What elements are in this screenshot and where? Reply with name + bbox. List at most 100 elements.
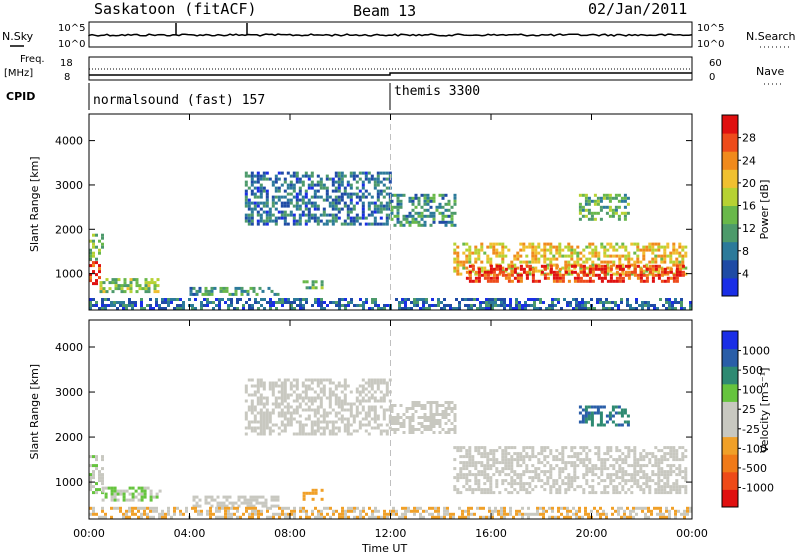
heatmap-cell [590,214,594,218]
heatmap-cell [456,272,460,276]
heatmap-cell [283,387,287,391]
heatmap-cell [247,420,251,424]
heatmap-cell [298,189,302,193]
heatmap-cell [244,384,248,388]
heatmap-cell [244,216,248,220]
heatmap-cell [298,186,302,190]
heatmap-cell [358,177,362,181]
heatmap-cell [343,387,347,391]
heatmap-cell [480,491,484,495]
heatmap-cell [657,245,661,249]
heatmap-cell [250,192,254,196]
heatmap-cell [206,298,209,301]
heatmap-cell [244,183,248,187]
heatmap-cell [423,413,427,416]
heatmap-cell [567,279,571,283]
heatmap-cell [95,301,98,304]
heatmap-cell [218,304,221,307]
heatmap-cell [222,501,226,505]
heatmap-cell [600,458,604,462]
heatmap-cell [149,298,152,301]
heatmap-cell [376,171,380,175]
heatmap-cell [274,186,278,190]
heatmap-cell [144,287,148,291]
heatmap-cell [122,489,126,493]
heatmap-cell [246,289,250,293]
heatmap-cell [293,512,296,516]
heatmap-cell [401,307,404,310]
heatmap-cell [244,219,248,223]
heatmap-cell [678,245,682,249]
heatmap-cell [224,301,227,304]
heatmap-cell [338,298,341,301]
heatmap-cell [396,202,400,206]
heatmap-cell [247,405,251,409]
heatmap-cell [603,491,607,495]
heatmap-cell [536,506,539,510]
heatmap-cell [307,210,311,214]
heatmap-cell [603,488,607,492]
heatmap-cell [368,307,371,310]
heatmap-cell [639,467,643,471]
heatmap-cell [149,492,153,496]
heatmap-cell [272,304,275,307]
heatmap-cell [513,267,517,271]
heatmap-cell [614,196,618,200]
heatmap-cell [265,171,269,175]
heatmap-cell [192,286,196,290]
heatmap-cell [271,198,275,202]
heatmap-cell [531,242,535,246]
heatmap-cell [453,425,457,428]
heatmap-cell [346,432,350,436]
heatmap-cell [549,264,553,268]
heatmap-cell [507,473,511,477]
heatmap-cell [483,482,487,486]
heatmap-cell [287,515,290,519]
heatmap-cell [206,304,209,307]
heatmap-cell [557,301,560,304]
heatmap-cell [606,467,610,471]
heatmap-cell [358,189,362,193]
freq-tick-top: 18 [60,58,73,69]
heatmap-cell [642,482,646,486]
heatmap-cell [244,411,248,415]
heatmap-cell [624,458,628,462]
heatmap-cell [313,399,317,403]
heatmap-cell [590,405,594,409]
heatmap-cell [539,301,542,304]
heatmap-cell [284,506,287,510]
heatmap-cell [290,307,293,310]
heatmap-cell [642,458,646,462]
heatmap-cell [437,506,440,510]
heatmap-cell [660,461,664,465]
colorbar-cell [722,259,738,279]
nsky-tick-bottom: 10^0 [58,39,85,50]
heatmap-cell [310,432,314,436]
heatmap-cell [277,402,281,406]
heatmap-cell [355,174,359,178]
heatmap-cell [684,455,688,459]
heatmap-cell [477,461,481,465]
heatmap-cell [259,399,263,403]
heatmap-cell [633,242,637,246]
heatmap-cell [486,488,490,492]
heatmap-cell [453,223,457,227]
heatmap-cell [111,281,115,285]
heatmap-cell [290,512,293,516]
heatmap-cell [328,405,332,409]
colorbar-tick-label-0: 1000 [742,345,770,358]
heatmap-cell [119,506,122,510]
heatmap-cell [495,254,499,258]
heatmap-cell [474,479,478,483]
heatmap-cell [573,270,577,274]
heatmap-cell [292,183,296,187]
heatmap-cell [373,219,377,223]
heatmap-cell [131,304,134,307]
heatmap-cell [464,509,467,513]
heatmap-cell [678,260,682,264]
heatmap-cell [479,506,482,510]
heatmap-cell [352,420,356,424]
heatmap-cell [681,452,685,456]
heatmap-cell [501,479,505,483]
heatmap-cell [578,193,582,197]
